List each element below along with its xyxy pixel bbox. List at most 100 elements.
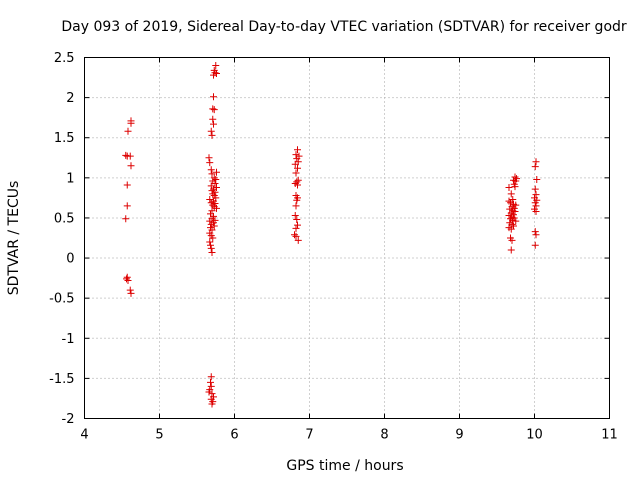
data-point xyxy=(122,215,130,223)
data-point xyxy=(127,289,135,297)
y-tick-label: 2 xyxy=(66,91,74,106)
grid-lines xyxy=(84,57,610,419)
data-point xyxy=(293,155,301,163)
data-point xyxy=(507,246,515,254)
data-point xyxy=(508,236,516,244)
y-tick-label: 1 xyxy=(66,171,74,186)
data-point xyxy=(293,178,301,186)
data-point xyxy=(207,244,215,252)
data-point xyxy=(294,176,302,184)
data-point xyxy=(208,390,216,398)
y-tick-label: 2.5 xyxy=(54,51,75,66)
data-point xyxy=(293,196,301,204)
data-point xyxy=(531,241,539,249)
data-point xyxy=(122,151,130,159)
data-point xyxy=(209,201,217,209)
data-point xyxy=(207,382,215,390)
y-axis-label: SDTVAR / TECUs xyxy=(6,181,22,296)
data-point xyxy=(292,151,300,159)
y-tick-label: -0.5 xyxy=(49,292,74,307)
data-point xyxy=(294,146,301,154)
data-point xyxy=(126,286,134,294)
data-point xyxy=(208,187,216,195)
x-tick-label: 8 xyxy=(380,428,388,443)
data-point xyxy=(123,181,131,189)
data-point xyxy=(213,168,220,176)
data-point xyxy=(291,212,299,220)
data-point xyxy=(207,373,215,381)
data-point xyxy=(292,224,300,232)
data-point xyxy=(532,191,540,199)
data-point xyxy=(123,275,130,283)
data-point xyxy=(292,202,300,210)
data-point xyxy=(207,127,215,135)
data-point xyxy=(210,106,218,114)
axis-ticks: 4 5 6 7 8 9 10 11 -2 -1.5 -1 -0.5 0 0.5 1 1.5 2 2.5 xyxy=(49,51,618,443)
data-point xyxy=(208,131,216,139)
data-point xyxy=(294,236,302,244)
data-point xyxy=(511,208,519,216)
data-point xyxy=(210,222,218,230)
data-point xyxy=(505,197,513,205)
x-tick-label: 9 xyxy=(455,428,463,443)
x-tick-label: 4 xyxy=(80,428,88,443)
data-point xyxy=(511,183,519,191)
data-point xyxy=(206,159,214,167)
data-point xyxy=(206,195,214,203)
y-tick-label: -1.5 xyxy=(49,372,74,387)
data-point xyxy=(532,208,540,216)
data-point xyxy=(208,400,216,408)
data-point xyxy=(292,232,300,240)
data-point xyxy=(512,201,520,209)
x-tick-label: 10 xyxy=(526,428,543,443)
data-point xyxy=(127,162,135,170)
chart-title: Day 093 of 2019, Sidereal Day-to-day VTE… xyxy=(61,19,627,35)
data-point xyxy=(124,127,132,135)
data-point xyxy=(210,120,217,128)
data-point xyxy=(507,199,514,207)
data-point xyxy=(209,234,217,242)
x-tick-label: 5 xyxy=(155,428,163,443)
data-point xyxy=(531,199,539,207)
data-point xyxy=(208,207,216,215)
data-point xyxy=(212,62,220,70)
data-point xyxy=(508,220,516,228)
data-point xyxy=(123,273,131,281)
data-point xyxy=(210,174,218,182)
data-point xyxy=(531,228,539,236)
data-point xyxy=(205,154,213,162)
data-point xyxy=(512,177,520,185)
data-point xyxy=(210,93,217,101)
data-point xyxy=(531,163,539,171)
data-point xyxy=(209,115,217,123)
data-point xyxy=(207,166,215,174)
data-point xyxy=(206,238,214,246)
data-point xyxy=(291,231,298,239)
plot-frame xyxy=(84,57,610,419)
data-point xyxy=(294,221,301,229)
data-point xyxy=(209,105,217,113)
data-point xyxy=(511,173,519,181)
x-tick-label: 11 xyxy=(601,428,618,443)
data-point xyxy=(507,225,515,233)
data-point xyxy=(213,204,220,212)
data-point xyxy=(206,217,214,225)
data-point xyxy=(208,248,216,256)
data-points xyxy=(122,62,541,408)
x-tick-label: 7 xyxy=(305,428,313,443)
data-point xyxy=(205,388,213,396)
data-point xyxy=(505,183,513,191)
data-point xyxy=(294,181,301,189)
data-point xyxy=(294,164,301,172)
x-tick-label: 6 xyxy=(230,428,238,443)
data-point xyxy=(506,205,514,213)
data-point xyxy=(512,217,520,225)
y-tick-label: 0.5 xyxy=(54,211,75,226)
data-point xyxy=(207,220,215,228)
data-point xyxy=(123,202,131,210)
data-point xyxy=(507,190,515,198)
y-tick-label: 1.5 xyxy=(54,131,75,146)
data-point xyxy=(532,231,540,239)
data-point xyxy=(210,185,217,193)
